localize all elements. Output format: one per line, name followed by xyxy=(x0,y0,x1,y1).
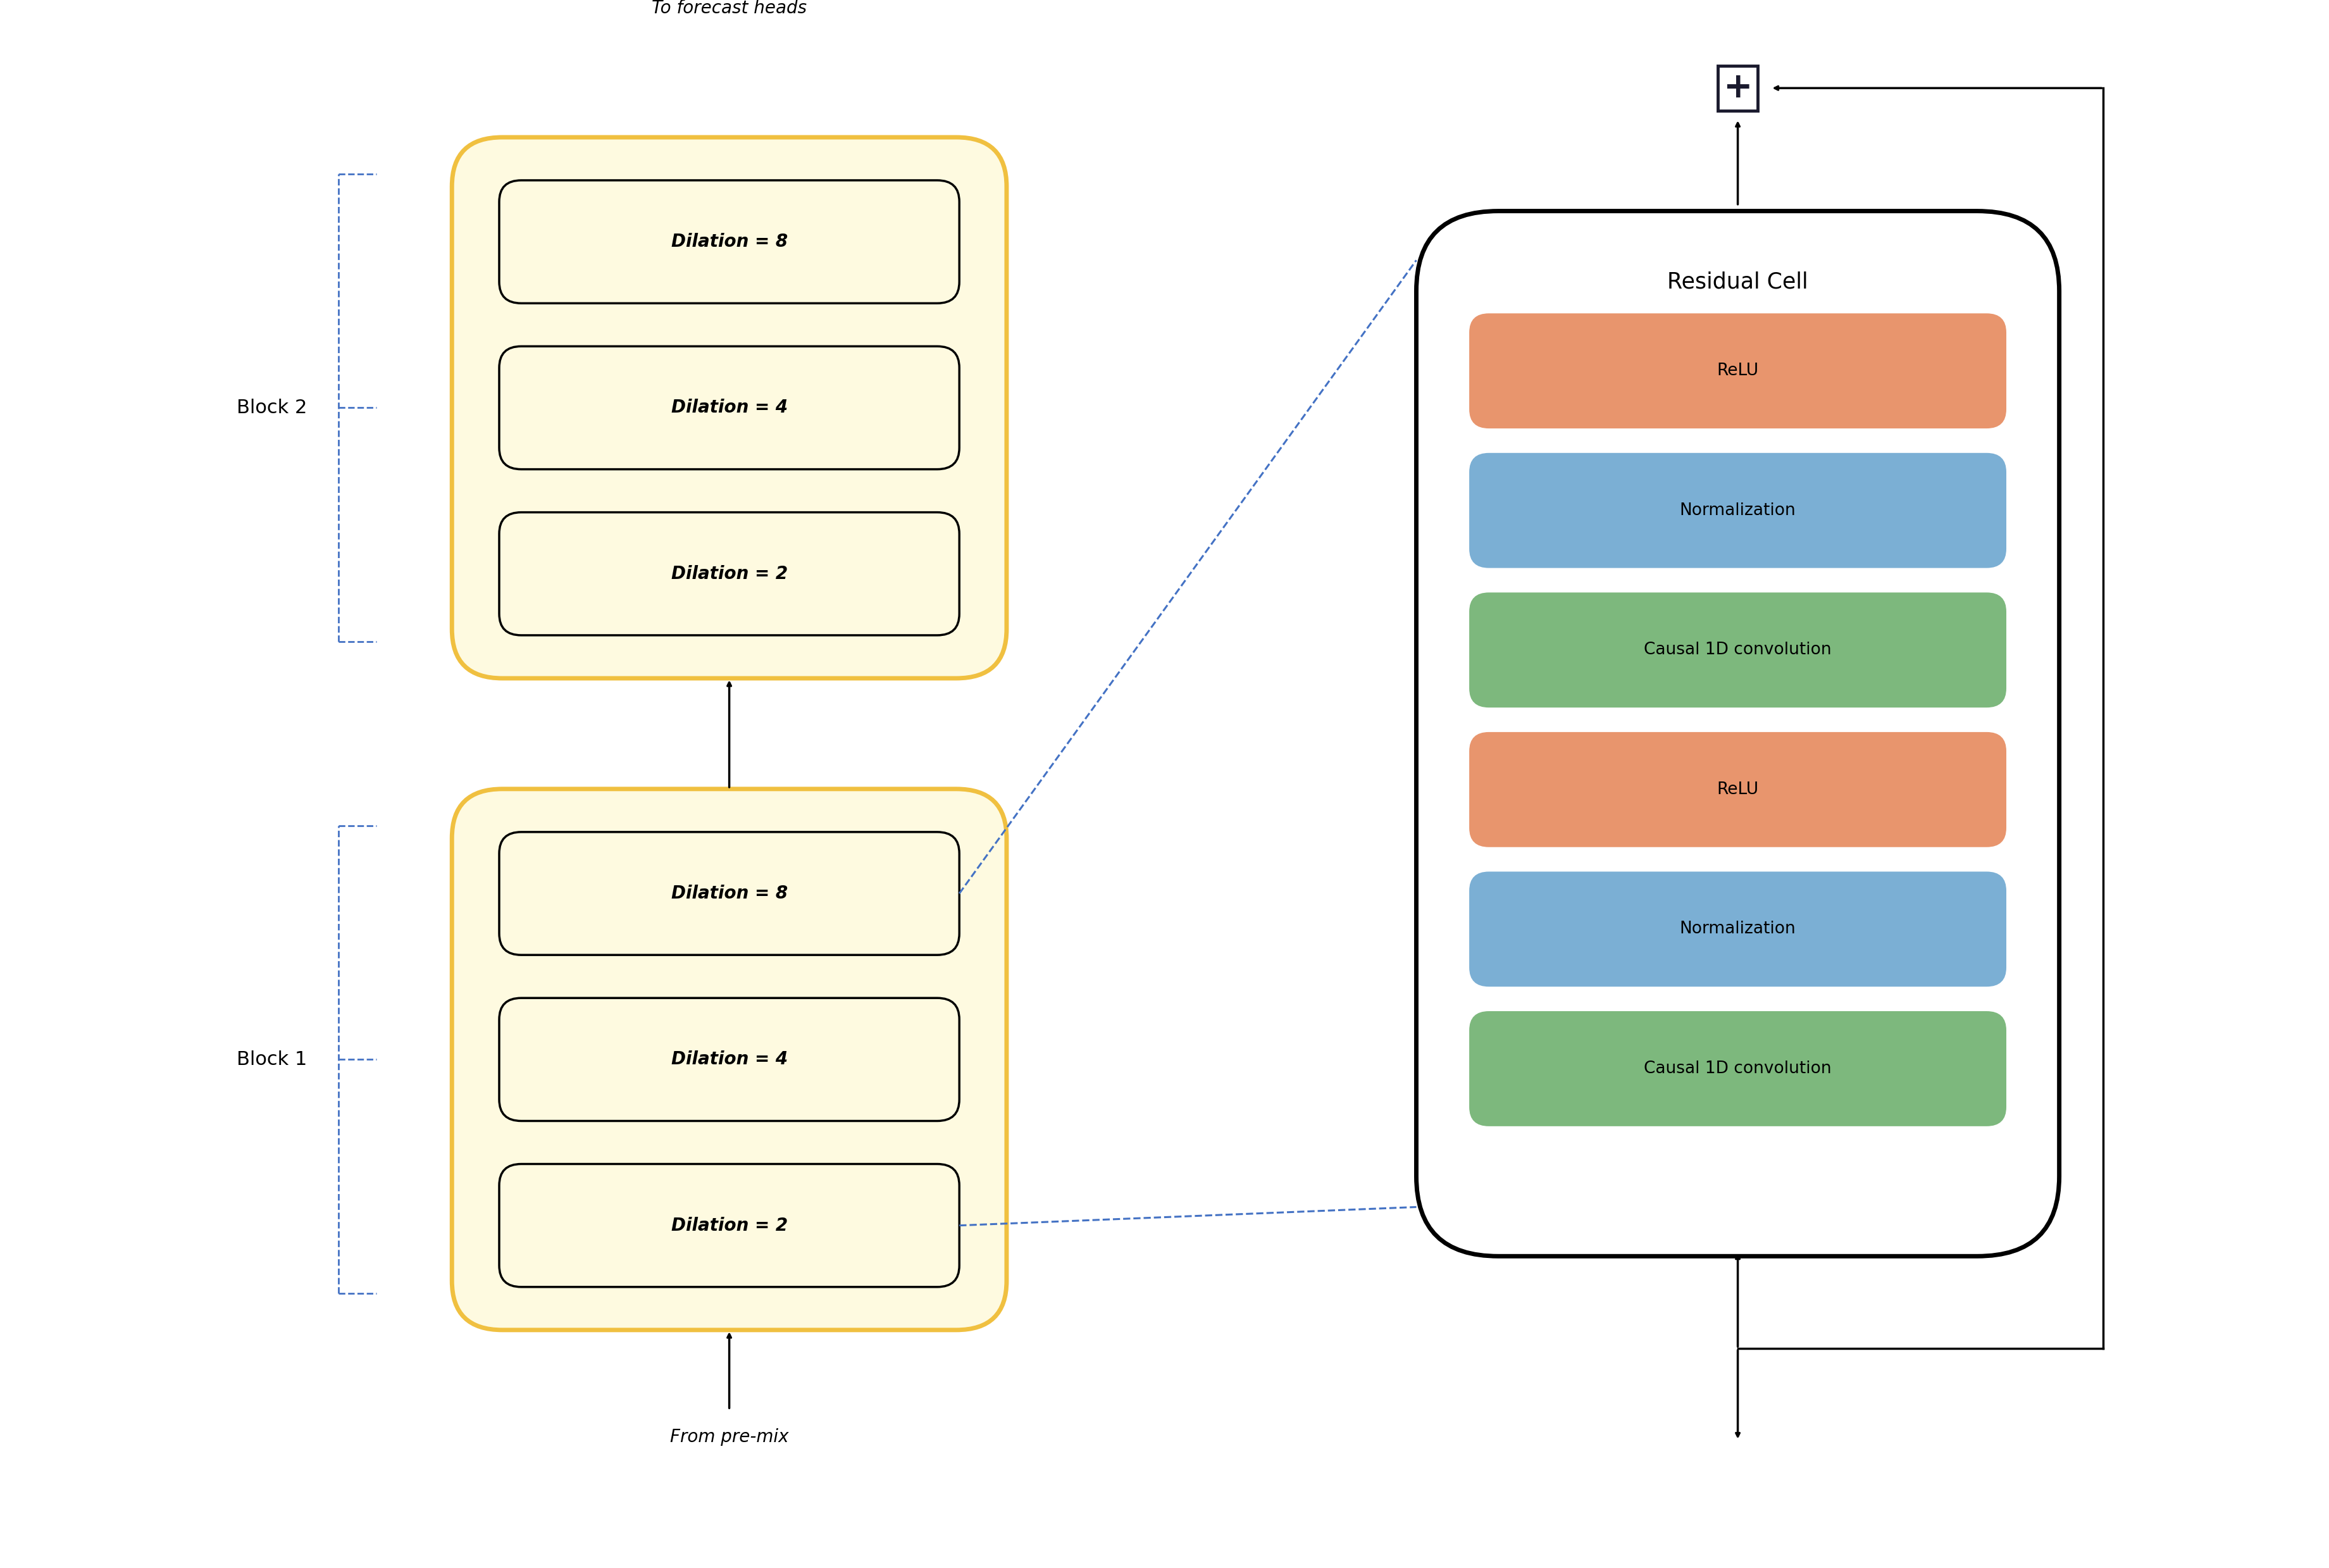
Text: Causal 1D convolution: Causal 1D convolution xyxy=(1644,641,1831,659)
Text: From pre-mix: From pre-mix xyxy=(671,1428,790,1446)
FancyBboxPatch shape xyxy=(498,1163,960,1287)
FancyBboxPatch shape xyxy=(498,180,960,303)
Text: Dilation = 4: Dilation = 4 xyxy=(671,398,787,417)
Text: ReLU: ReLU xyxy=(1716,781,1758,798)
Text: Normalization: Normalization xyxy=(1679,502,1796,519)
Text: Block 1: Block 1 xyxy=(238,1051,307,1069)
FancyBboxPatch shape xyxy=(1470,1011,2005,1126)
Text: Block 2: Block 2 xyxy=(238,398,307,417)
FancyBboxPatch shape xyxy=(1416,212,2059,1256)
Text: +: + xyxy=(1723,71,1751,105)
Text: Dilation = 8: Dilation = 8 xyxy=(671,884,787,902)
FancyBboxPatch shape xyxy=(498,997,960,1121)
Text: Causal 1D convolution: Causal 1D convolution xyxy=(1644,1060,1831,1077)
Text: To forecast heads: To forecast heads xyxy=(652,0,806,17)
Text: Dilation = 2: Dilation = 2 xyxy=(671,564,787,583)
FancyBboxPatch shape xyxy=(1470,453,2005,568)
FancyBboxPatch shape xyxy=(498,833,960,955)
Text: Dilation = 2: Dilation = 2 xyxy=(671,1217,787,1234)
FancyBboxPatch shape xyxy=(452,789,1006,1330)
FancyBboxPatch shape xyxy=(1470,593,2005,707)
FancyBboxPatch shape xyxy=(498,347,960,469)
Text: Dilation = 4: Dilation = 4 xyxy=(671,1051,787,1068)
FancyBboxPatch shape xyxy=(1470,872,2005,986)
Text: Residual Cell: Residual Cell xyxy=(1668,271,1807,293)
Text: ReLU: ReLU xyxy=(1716,362,1758,379)
FancyBboxPatch shape xyxy=(1470,314,2005,428)
Text: Normalization: Normalization xyxy=(1679,920,1796,938)
Text: Dilation = 8: Dilation = 8 xyxy=(671,234,787,251)
FancyBboxPatch shape xyxy=(498,513,960,635)
FancyBboxPatch shape xyxy=(452,138,1006,679)
FancyBboxPatch shape xyxy=(1470,732,2005,847)
